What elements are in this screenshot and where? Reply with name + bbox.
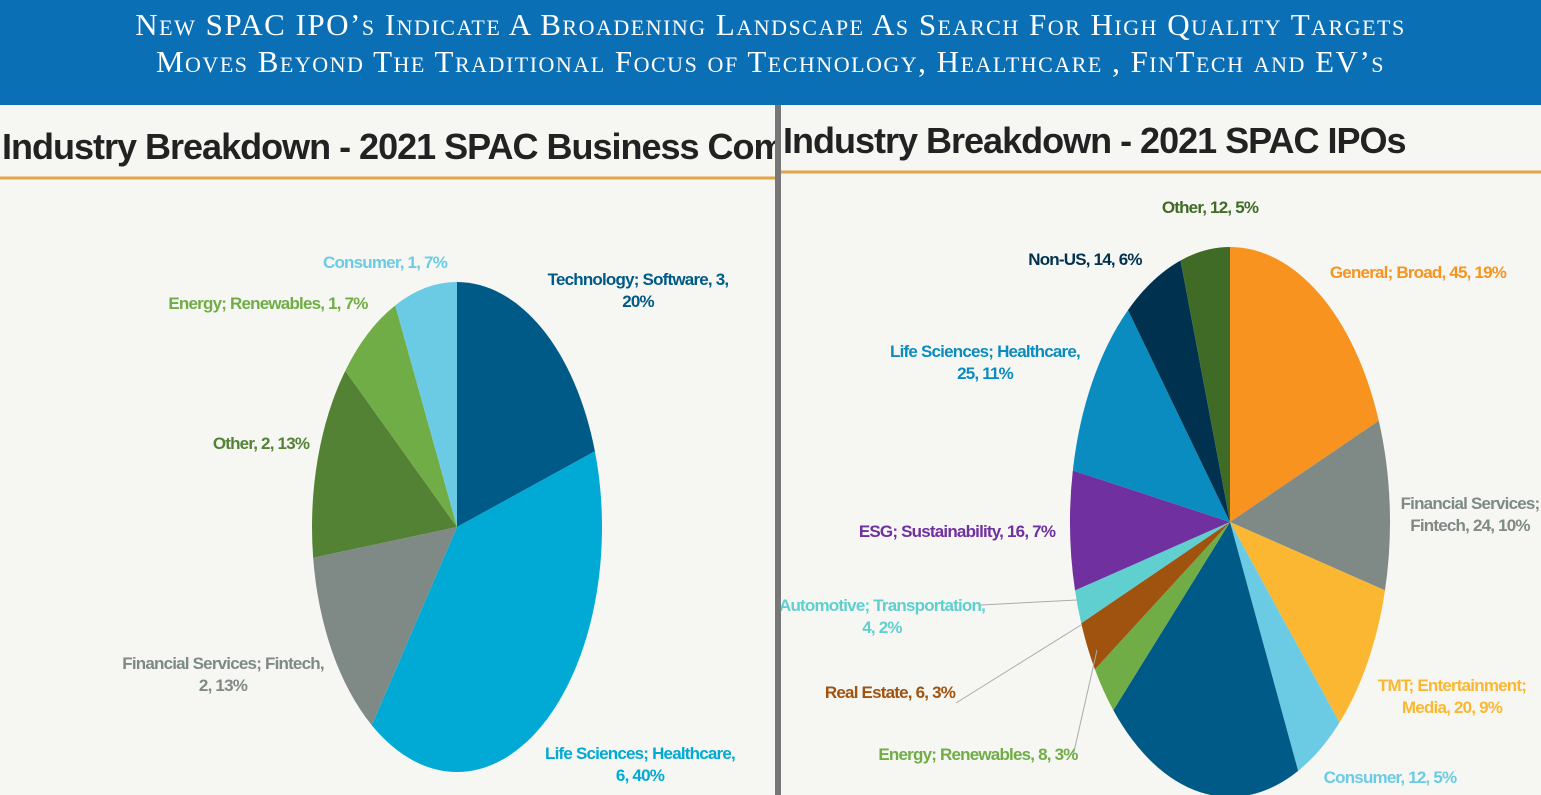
pie-slice: [1180, 247, 1230, 522]
leader-line: [980, 599, 1078, 606]
data-label: Other, 12, 5%: [1161, 198, 1259, 217]
chart-panel: Industry Breakdown - 2021 SPAC Business …: [0, 105, 775, 795]
banner: New SPAC IPO’s Indicate A Broadening Lan…: [0, 0, 1541, 105]
pie-slice: [1094, 522, 1230, 711]
data-label: Automotive; Transportation, 4, 2%: [781, 596, 986, 637]
chart-panel: Industry Breakdown - 2021 SPAC IPOs Gene…: [781, 105, 1541, 795]
data-label: General; Broad, 45, 19%: [1329, 263, 1507, 282]
pie-slice: [1081, 522, 1230, 670]
data-label: Life Sciences; Healthcare, 6, 40%: [545, 744, 736, 785]
data-label: Non-US, 14, 6%: [1028, 250, 1142, 269]
chart: Industry Breakdown - 2021 SPAC IPOs: [781, 120, 1541, 795]
pie-slice: [312, 370, 457, 558]
pie-slice: [1230, 522, 1385, 723]
data-label: Technology; Software, 3, 20%: [547, 270, 730, 311]
pie-slice: [371, 451, 602, 773]
pie-slice: [313, 527, 457, 726]
data-label: Life Sciences; Healthcare, 25, 11%: [890, 342, 1081, 383]
pie-slice: [1070, 470, 1230, 591]
chart: Industry Breakdown - 2021 SPAC Business …: [0, 126, 775, 773]
banner-line: New SPAC IPO’s Indicate A Broadening Lan…: [135, 7, 1406, 42]
data-label: Energy; Renewables, 8, 3%: [878, 745, 1078, 764]
pie-slice: [345, 305, 457, 527]
data-label: Consumer, 1, 7%: [322, 253, 448, 272]
data-label: ESG; Sustainability, 16, 7%: [858, 522, 1056, 541]
pie-slice: [1113, 522, 1299, 795]
chart-title: Industry Breakdown - 2021 SPAC Business …: [2, 126, 775, 167]
pie-slice: [457, 282, 595, 527]
data-label: Financial Services; Fintech, 2, 13%: [122, 654, 324, 695]
banner-line: Moves Beyond The Traditional Focus of Te…: [155, 44, 1386, 79]
pie-slice: [395, 282, 457, 527]
pie-slice: [1128, 260, 1230, 522]
data-label: Other, 2, 13%: [212, 434, 310, 453]
data-label: Consumer, 12, 5%: [1323, 768, 1458, 787]
chart-title: Industry Breakdown - 2021 SPAC IPOs: [783, 120, 1406, 161]
pie-slice: [1230, 247, 1379, 522]
pie-slice: [1230, 420, 1390, 591]
data-label: Financial Services; Fintech, 24, 10%: [1400, 494, 1541, 535]
pie-slice: [1230, 522, 1340, 771]
pie-slice: [1075, 522, 1230, 624]
data-label: TMT; Entertainment; Media, 20, 9%: [1377, 676, 1527, 717]
divider: [775, 105, 781, 795]
data-label: Real Estate, 6, 3%: [824, 683, 956, 702]
data-label: Energy; Renewables, 1, 7%: [168, 294, 368, 313]
leader-line: [955, 624, 1082, 704]
pie-slice: [1072, 310, 1230, 522]
leader-line: [1072, 649, 1098, 757]
